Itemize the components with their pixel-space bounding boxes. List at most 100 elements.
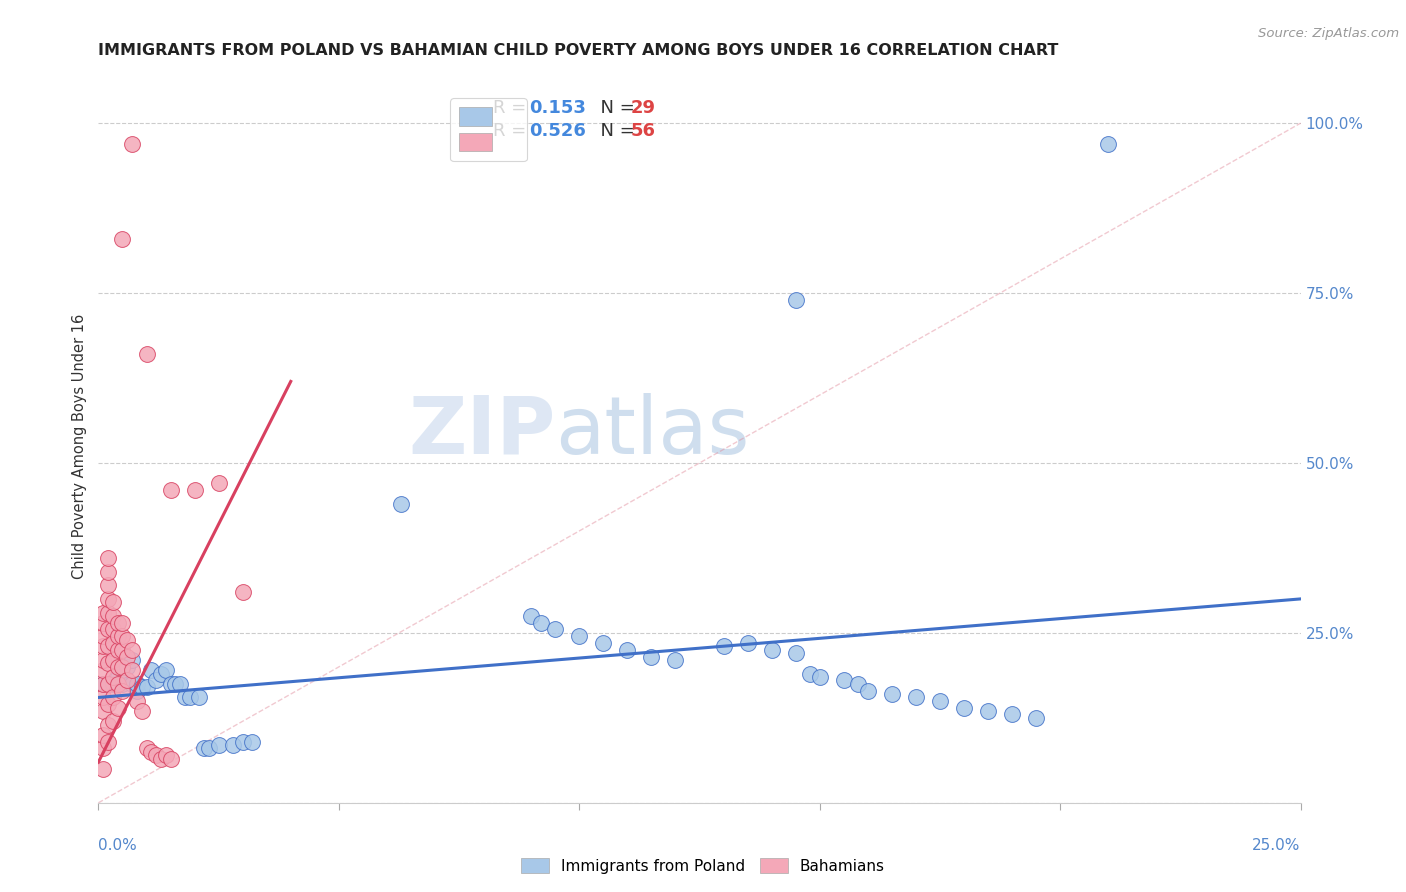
Point [97,551,120,566]
Point [111,683,134,698]
Point [222,738,245,752]
Text: 0.0%: 0.0% [98,838,138,854]
Point [121,643,143,657]
Point [208,476,231,491]
Text: N =: N = [589,99,640,117]
Point [135,347,157,361]
Point [159,677,181,691]
Point [97,677,120,691]
Point [188,690,211,705]
Point [904,690,927,705]
Point [159,751,181,765]
Point [141,663,163,677]
Point [193,741,215,756]
Point [101,636,124,650]
Point [664,653,686,667]
Point [121,136,143,151]
Text: 56: 56 [631,121,657,139]
Y-axis label: Child Poverty Among Boys Under 16: Child Poverty Among Boys Under 16 [72,313,87,579]
Point [125,677,148,691]
Point [107,615,129,630]
Point [111,663,134,677]
Text: Source: ZipAtlas.com: Source: ZipAtlas.com [1258,27,1399,40]
Point [97,640,120,654]
Point [91,762,114,776]
Text: 0.153: 0.153 [529,99,586,117]
Point [91,663,114,677]
Legend:   ,   : , [450,98,527,161]
Point [1097,136,1119,151]
Point [101,653,124,667]
Point [145,748,167,763]
Point [785,293,807,307]
Point [91,606,114,620]
Point [135,741,157,756]
Point [544,623,567,637]
Text: IMMIGRANTS FROM POLAND VS BAHAMIAN CHILD POVERTY AMONG BOYS UNDER 16 CORRELATION: IMMIGRANTS FROM POLAND VS BAHAMIAN CHILD… [98,43,1059,58]
Point [1025,711,1047,725]
Point [101,595,124,609]
Point [97,717,120,731]
Point [97,565,120,579]
Point [91,640,114,654]
Point [135,680,157,694]
Point [97,677,120,691]
Point [232,585,254,599]
Point [240,734,263,748]
Point [111,615,134,630]
Text: atlas: atlas [555,392,749,471]
Point [149,751,172,765]
Point [121,653,143,667]
Point [155,748,177,763]
Point [232,734,254,748]
Text: 29: 29 [631,99,657,117]
Point [107,677,129,691]
Point [107,670,129,684]
Point [97,698,120,712]
Point [107,643,129,657]
Point [91,677,114,691]
Point [977,704,1000,718]
Point [97,734,120,748]
Point [131,704,153,718]
Point [117,632,139,647]
Point [101,690,124,705]
Point [101,670,124,684]
Text: R =: R = [492,121,531,139]
Point [808,670,831,684]
Point [880,687,903,701]
Point [97,578,120,592]
Point [101,714,124,729]
Point [713,640,735,654]
Point [107,700,129,714]
Point [121,663,143,677]
Point [928,694,950,708]
Point [97,606,120,620]
Point [520,608,543,623]
Point [107,660,129,674]
Point [592,636,614,650]
Point [616,643,638,657]
Point [125,694,148,708]
Point [568,629,591,643]
Point [169,677,191,691]
Text: ZIP: ZIP [408,392,555,471]
Point [91,653,114,667]
Point [530,615,553,630]
Point [131,680,153,694]
Text: 25.0%: 25.0% [1253,838,1301,854]
Point [91,704,114,718]
Point [101,623,124,637]
Point [117,649,139,664]
Point [91,690,114,705]
Text: 0.526: 0.526 [529,121,586,139]
Point [111,629,134,643]
Point [183,483,205,498]
Point [97,657,120,671]
Point [91,677,114,691]
Point [165,677,187,691]
Point [91,728,114,742]
Point [141,745,163,759]
Point [125,683,148,698]
Point [117,673,139,688]
